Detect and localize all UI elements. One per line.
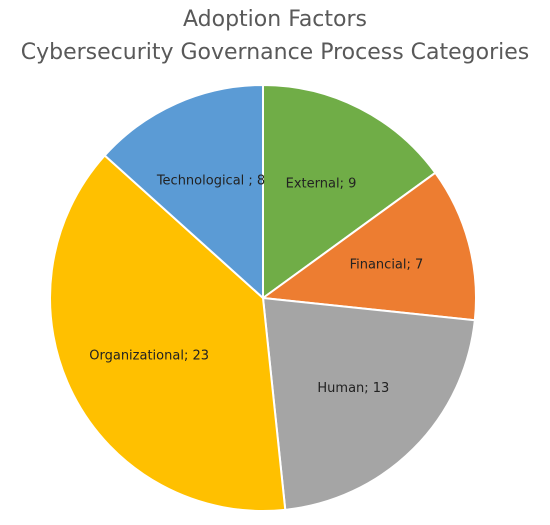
data-label: External; 9 [286,177,357,192]
pie-slice [49,154,287,512]
pie-slice [262,83,437,300]
data-label: Financial; 7 [350,257,424,272]
pie-slice [103,83,264,301]
pie-slice [260,171,477,322]
data-label: Human; 13 [317,381,389,396]
chart-subtitle: Cybersecurity Governance Process Categor… [21,40,530,65]
pie-slice [261,296,476,511]
chart-title: Adoption Factors [183,7,367,32]
data-label: Organizational; 23 [89,349,209,364]
data-label: Technological ; 8 [156,174,265,189]
